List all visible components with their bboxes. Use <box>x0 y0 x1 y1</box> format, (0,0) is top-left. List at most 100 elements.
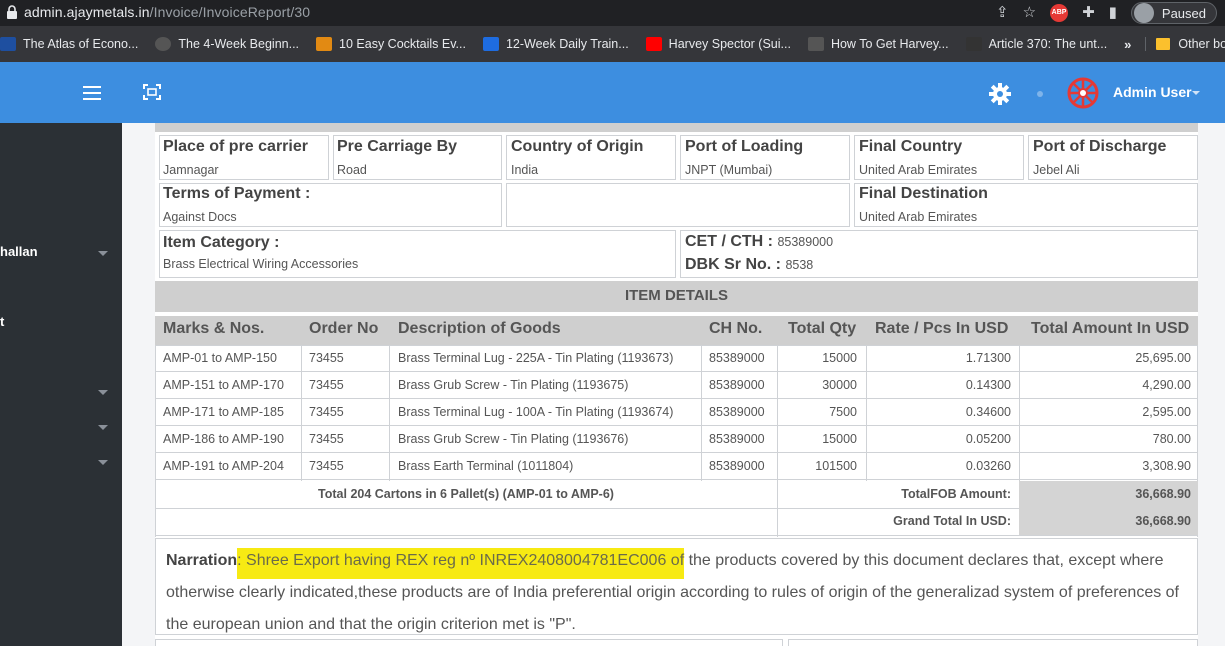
cet-value: 85389000 <box>777 235 834 249</box>
sidebar-item-label[interactable]: t <box>0 314 5 329</box>
share-icon[interactable]: ⇪ <box>996 4 1009 21</box>
pre-carrier-cell: Place of pre carrier Jamnagar <box>159 135 329 180</box>
port-loading-cell: Port of Loading JNPT (Mumbai) <box>680 135 850 180</box>
cell-amount: 2,595.00 <box>1142 405 1191 419</box>
port-discharge-value: Jebel Ali <box>1033 163 1080 177</box>
user-logo-avatar[interactable] <box>1067 77 1099 109</box>
table-line <box>1197 345 1198 537</box>
cell-ch: 85389000 <box>709 432 765 446</box>
user-name[interactable]: Admin User <box>1113 84 1192 100</box>
bookmark-item[interactable]: Harvey Spector (Sui... <box>645 37 791 51</box>
extensions-icon[interactable]: ✚ <box>1082 4 1095 21</box>
grand-total-value: 36,668.90 <box>1135 514 1191 528</box>
pre-carrier-value: Jamnagar <box>163 163 219 177</box>
cell-rate: 1.71300 <box>965 351 1011 365</box>
cell-order: 73455 <box>309 351 344 365</box>
narration-highlighted: : Shree Export having REX reg nº INREX24… <box>237 548 685 579</box>
cell-description: Brass Terminal Lug - 100A - Tin Plating … <box>398 405 674 419</box>
cell-description: Brass Terminal Lug - 225A - Tin Plating … <box>398 351 674 365</box>
bookmarks-bar: The Atlas of Econo... The 4-Week Beginn.… <box>0 26 1225 62</box>
chevron-down-icon[interactable] <box>98 460 108 465</box>
sidepanel-icon[interactable]: ▮ <box>1108 4 1117 21</box>
col-header-qty: Total Qty <box>788 320 857 337</box>
table-line <box>777 345 778 537</box>
sidebar-item-label[interactable]: hallan <box>0 244 38 259</box>
cell-ch: 85389000 <box>709 459 765 473</box>
bookmark-label: The Atlas of Econo... <box>23 37 139 51</box>
table-row <box>155 453 1198 480</box>
cell-description: Brass Grub Screw - Tin Plating (1193676) <box>398 432 629 446</box>
table-line <box>155 508 1019 509</box>
bookmark-favicon-icon <box>155 37 172 51</box>
footer-cell <box>155 639 783 646</box>
table-row <box>155 426 1198 453</box>
menu-icon[interactable] <box>83 86 101 100</box>
table-line <box>1019 345 1020 481</box>
item-details-title: ITEM DETAILS <box>624 287 729 304</box>
country-origin-label: Country of Origin <box>511 138 644 155</box>
chevron-down-icon[interactable] <box>1192 91 1200 95</box>
bookmark-item[interactable]: 12-Week Daily Train... <box>482 37 629 51</box>
fullscreen-icon[interactable] <box>143 84 161 100</box>
item-category-label: Item Category : <box>163 234 280 251</box>
url-host: admin.ajaymetals.in <box>24 4 150 20</box>
total-fob-value: 36,668.90 <box>1135 487 1191 501</box>
gear-icon[interactable] <box>988 82 1012 106</box>
terms-payment-cell: Terms of Payment : Against Docs <box>159 183 502 227</box>
cell-qty: 15000 <box>822 351 857 365</box>
bookmark-item[interactable]: The 4-Week Beginn... <box>155 37 299 51</box>
col-header-description: Description of Goods <box>398 320 561 337</box>
total-fob-label: TotalFOB Amount: <box>901 487 1011 501</box>
bookmark-favicon-icon <box>316 37 333 51</box>
chevron-down-icon[interactable] <box>98 390 108 395</box>
cell-qty: 7500 <box>829 405 857 419</box>
narration-rest: the products covered by this document de… <box>166 552 1179 633</box>
notification-dot <box>1037 91 1043 97</box>
col-header-amount: Total Amount In USD <box>1031 320 1190 337</box>
table-line <box>301 345 302 481</box>
other-bookmarks[interactable]: Other bookmarks <box>1145 37 1225 51</box>
narration-text: Narration: Shree Export having REX reg n… <box>166 545 1186 641</box>
bookmark-item[interactable]: How To Get Harvey... <box>807 37 949 51</box>
invoice-sheet: Place of pre carrier Jamnagar Pre Carria… <box>155 123 1198 646</box>
chevron-down-icon[interactable] <box>98 425 108 430</box>
col-header-marks: Marks & Nos. <box>163 320 265 337</box>
table-header <box>155 316 1198 345</box>
empty-cell <box>506 183 850 227</box>
profile-paused-button[interactable]: Paused <box>1130 2 1217 24</box>
bookmark-item[interactable]: The Atlas of Econo... <box>0 37 138 51</box>
cet-row: CET / CTH : 85389000 <box>685 233 833 251</box>
more-bookmarks-button[interactable]: » <box>1124 36 1132 52</box>
bookmark-item[interactable]: Article 370: The unt... <box>965 37 1107 51</box>
paused-label: Paused <box>1161 5 1206 21</box>
cell-amount: 3,308.90 <box>1142 459 1191 473</box>
final-destination-value: United Arab Emirates <box>859 210 978 224</box>
bookmark-label: Harvey Spector (Sui... <box>668 37 791 51</box>
bookmark-item[interactable]: 10 Easy Cocktails Ev... <box>316 37 466 51</box>
cell-amount: 4,290.00 <box>1142 378 1191 392</box>
cell-qty: 101500 <box>815 459 857 473</box>
table-line <box>155 535 1198 536</box>
item-category-cell: Item Category : Brass Electrical Wiring … <box>159 230 676 278</box>
pre-carriage-label: Pre Carriage By <box>337 138 458 155</box>
profile-avatar <box>1133 3 1154 23</box>
adblock-icon[interactable]: ABP <box>1050 4 1069 22</box>
totals-grey-block <box>1019 481 1198 536</box>
cell-amount: 25,695.00 <box>1135 351 1191 365</box>
bookmark-label: 12-Week Daily Train... <box>505 37 629 51</box>
star-icon[interactable]: ☆ <box>1022 4 1037 21</box>
app-header: Admin User <box>0 62 1225 123</box>
terms-payment-label: Terms of Payment : <box>163 185 311 202</box>
url-field[interactable]: admin.ajaymetals.in/Invoice/InvoiceRepor… <box>24 4 310 20</box>
port-loading-label: Port of Loading <box>685 138 804 155</box>
final-country-cell: Final Country United Arab Emirates <box>854 135 1024 180</box>
cell-order: 73455 <box>309 378 344 392</box>
country-origin-value: India <box>511 163 539 177</box>
pre-carriage-value: Road <box>337 163 367 177</box>
item-details-band <box>155 281 1198 312</box>
cell-marks: AMP-171 to AMP-185 <box>163 405 284 419</box>
cell-rate: 0.03260 <box>965 459 1011 473</box>
cell-marks: AMP-151 to AMP-170 <box>163 378 284 392</box>
cell-order: 73455 <box>309 459 344 473</box>
chevron-down-icon[interactable] <box>98 251 108 256</box>
